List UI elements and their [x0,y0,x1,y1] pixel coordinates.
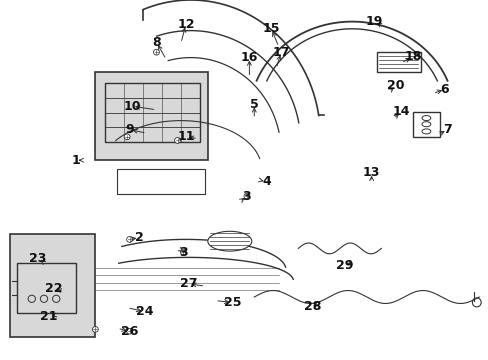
Text: 13: 13 [362,166,380,179]
Bar [10,234,95,337]
Ellipse shape [153,49,159,55]
Text: 5: 5 [249,98,258,111]
Text: 6: 6 [440,83,448,96]
Text: 20: 20 [386,79,404,92]
Text: 22: 22 [45,282,62,294]
Text: 3: 3 [242,190,251,203]
Ellipse shape [174,138,180,143]
Ellipse shape [126,328,132,334]
Text: 27: 27 [179,277,197,290]
Ellipse shape [92,327,98,332]
Bar [95,72,207,160]
Text: 11: 11 [177,130,194,143]
Text: 18: 18 [404,50,421,63]
Ellipse shape [207,231,251,251]
Text: 24: 24 [135,305,153,318]
Text: 3: 3 [179,246,187,258]
Ellipse shape [180,249,186,255]
Ellipse shape [244,193,249,199]
Text: 25: 25 [223,296,241,309]
Text: 29: 29 [335,259,353,272]
Bar [17,263,76,313]
Text: 15: 15 [262,22,280,35]
Bar [412,112,439,137]
Text: 4: 4 [262,175,270,188]
Text: 23: 23 [29,252,47,265]
Text: 16: 16 [240,51,258,64]
Text: 1: 1 [71,154,80,167]
Ellipse shape [124,134,130,140]
Ellipse shape [126,237,132,242]
Text: 7: 7 [442,123,451,136]
Text: 2: 2 [135,231,143,244]
Text: 10: 10 [123,100,141,113]
Text: 14: 14 [391,105,409,118]
Text: 12: 12 [177,18,194,31]
Text: 21: 21 [40,310,58,323]
Text: 9: 9 [125,123,134,136]
Text: 8: 8 [152,36,161,49]
Bar [105,83,200,142]
Bar [376,52,420,72]
Bar [117,169,205,194]
Text: 26: 26 [121,325,138,338]
Text: 19: 19 [365,15,382,28]
Text: 28: 28 [304,300,321,312]
Text: 17: 17 [272,46,289,59]
